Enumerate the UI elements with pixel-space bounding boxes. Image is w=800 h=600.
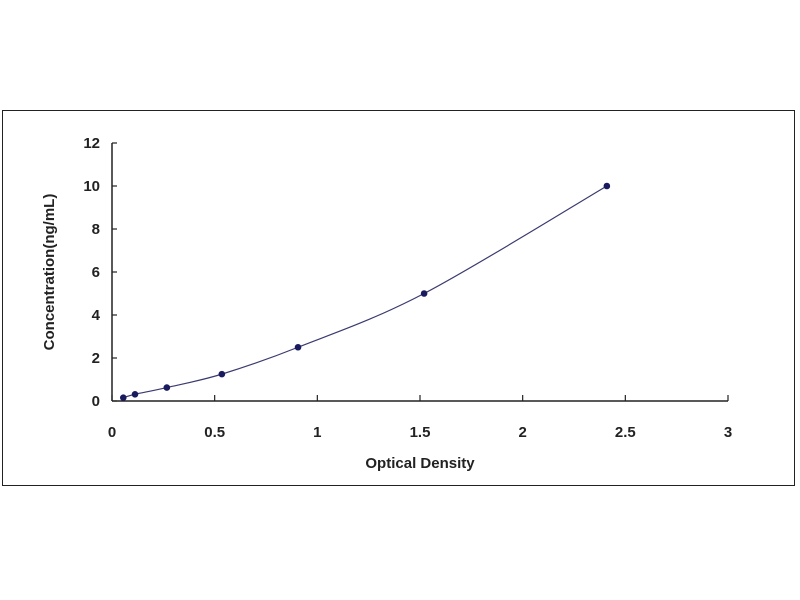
y-tick-label: 0 bbox=[92, 393, 100, 410]
y-tick-label: 10 bbox=[83, 178, 100, 195]
x-tick-label: 2.5 bbox=[615, 424, 636, 441]
x-axis-label: Optical Density bbox=[365, 455, 475, 472]
data-point bbox=[420, 290, 428, 297]
x-tick-label: 1.5 bbox=[410, 424, 431, 441]
chart-frame bbox=[2, 110, 795, 486]
y-tick-label: 4 bbox=[92, 307, 101, 324]
data-point bbox=[119, 394, 127, 401]
data-point bbox=[294, 343, 302, 351]
x-tick-label: 3 bbox=[724, 424, 732, 441]
x-tick-label: 2 bbox=[518, 424, 526, 441]
y-axis-label: Concentration(ng/mL) bbox=[41, 194, 58, 351]
data-point bbox=[218, 370, 226, 378]
data-point bbox=[131, 390, 139, 398]
y-tick-label: 12 bbox=[83, 135, 100, 152]
y-tick-label: 8 bbox=[92, 221, 100, 238]
data-point bbox=[163, 384, 171, 391]
y-tick-label: 2 bbox=[92, 350, 100, 367]
y-tick-label: 6 bbox=[92, 264, 100, 281]
x-tick-label: 0.5 bbox=[204, 424, 225, 441]
fit-curve bbox=[123, 185, 608, 399]
x-tick-label: 0 bbox=[108, 424, 116, 441]
x-tick-label: 1 bbox=[313, 424, 321, 441]
data-point bbox=[603, 182, 611, 190]
